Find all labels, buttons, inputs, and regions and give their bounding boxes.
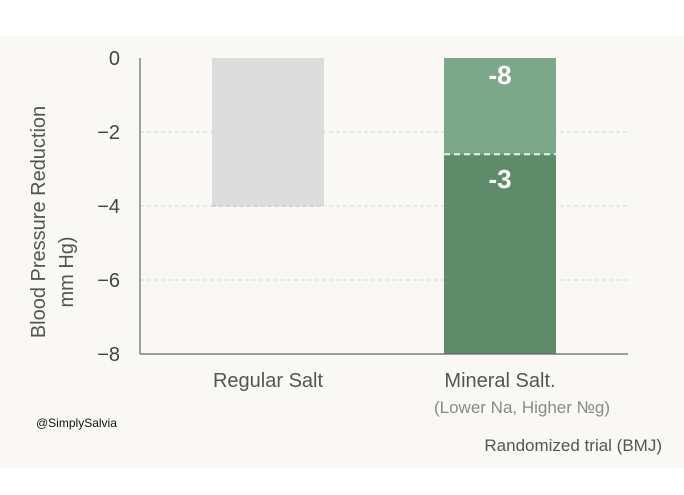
bar-mineral-salt-segment (444, 58, 556, 155)
axes (139, 58, 628, 355)
bar-mineral-salt-segment (444, 154, 556, 354)
watermark: @SimplySalvia (36, 416, 117, 430)
category-labels: Regular Salt Mineral Salt. (Lower Na, High… (213, 370, 610, 417)
y-tick-label: −8 (97, 344, 120, 366)
y-tick-label: 0 (109, 48, 120, 70)
y-tick-label: −2 (97, 122, 120, 144)
y-axis-label: Blood Pressure Reduction (28, 106, 50, 338)
bars: -8 -3 (212, 58, 556, 354)
bar-segment-label: -3 (488, 164, 511, 194)
y-tick-label: −4 (97, 196, 120, 218)
bar-regular-salt (212, 58, 324, 206)
y-tick-labels: 0 −2 −4 −6 −8 (97, 48, 120, 366)
source-note: Randomized trial (BMJ) (484, 436, 662, 455)
category-label: Regular Salt (213, 370, 324, 392)
y-tick-label: −6 (97, 270, 120, 292)
bar-segment-label: -8 (488, 60, 511, 90)
category-label: Mineral Salt. (444, 370, 555, 392)
category-sublabel: (Lower Na, Higher №g) (434, 398, 610, 417)
chart-background-panel (0, 36, 684, 468)
y-axis-label-unit: mm Hg) (56, 236, 78, 307)
